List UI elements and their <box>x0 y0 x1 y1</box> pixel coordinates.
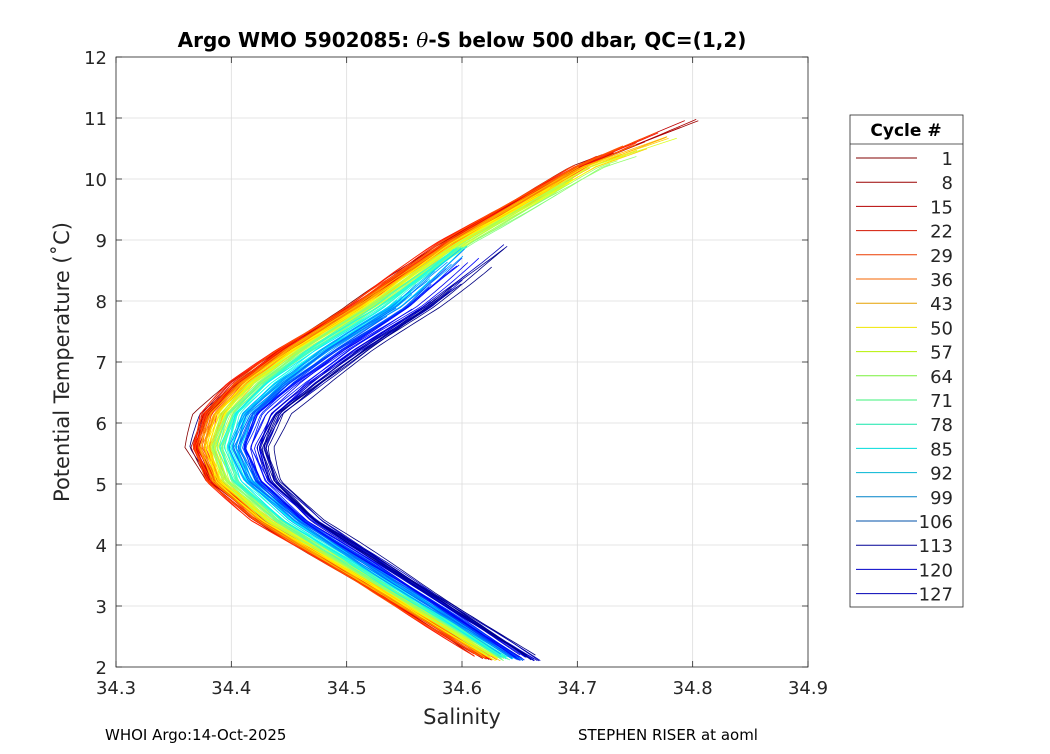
x-tick-label: 34.6 <box>442 678 482 699</box>
legend-label: 36 <box>930 270 953 291</box>
profile-line <box>267 248 528 656</box>
legend-label: 120 <box>919 560 953 581</box>
legend-label: 113 <box>919 536 953 557</box>
legend-label: 71 <box>930 391 953 412</box>
y-axis-ticks: 2 3 4 5 6 7 8 9 10 11 12 <box>84 48 808 679</box>
legend-label: 106 <box>919 512 953 533</box>
profile-line <box>245 320 520 658</box>
profile-line <box>193 191 530 657</box>
profile-line <box>216 247 501 659</box>
legend-label: 8 <box>942 173 953 194</box>
chart-title: Argo WMO 5902085: θ-S below 500 dbar, QC… <box>178 28 747 52</box>
profile-line <box>199 136 668 661</box>
y-tick-label: 12 <box>84 48 107 69</box>
profile-lines <box>184 119 699 662</box>
profile-line <box>263 272 528 658</box>
x-tick-label: 34.5 <box>327 678 367 699</box>
legend-label: 127 <box>919 585 953 606</box>
x-tick-label: 34.8 <box>673 678 713 699</box>
legend-label: 99 <box>930 488 953 509</box>
legend-label: 43 <box>930 294 953 315</box>
profile-line <box>204 138 669 655</box>
legend: Cycle # 18152229364350576471788592991061… <box>849 114 964 608</box>
profile-line <box>200 166 579 658</box>
legend-box <box>849 114 964 608</box>
legend-label: 1 <box>942 149 953 170</box>
y-tick-label: 5 <box>96 475 107 496</box>
profile-line <box>219 248 507 660</box>
profile-line <box>264 288 524 655</box>
y-tick-label: 9 <box>96 231 107 252</box>
profile-line <box>226 247 500 655</box>
y-axis-label: Potential Temperature (˚C) <box>50 222 74 502</box>
x-tick-label: 34.7 <box>557 678 597 699</box>
y-tick-label: 6 <box>96 414 107 435</box>
profile-line <box>243 257 517 658</box>
y-tick-label: 4 <box>96 536 107 557</box>
x-axis-ticks: 34.3 34.4 34.5 34.6 34.7 34.8 34.9 <box>96 57 828 699</box>
x-axis-label: Salinity <box>423 705 501 729</box>
y-tick-label: 3 <box>96 597 107 618</box>
profile-line <box>195 155 601 659</box>
profile-line <box>212 248 503 660</box>
profile-line <box>207 195 538 662</box>
legend-title: Cycle # <box>870 121 941 141</box>
legend-label: 78 <box>930 415 953 436</box>
profile-line <box>213 189 555 655</box>
legend-label: 85 <box>930 439 953 460</box>
profile-line <box>273 266 536 656</box>
legend-label: 92 <box>930 464 953 485</box>
profile-line <box>260 245 532 661</box>
y-tick-label: 7 <box>96 353 107 374</box>
profile-line <box>257 244 530 659</box>
profile-line <box>224 272 507 658</box>
y-tick-label: 11 <box>84 109 107 130</box>
y-tick-label: 2 <box>96 658 107 679</box>
legend-label: 22 <box>930 222 953 243</box>
title-theta: θ <box>416 28 428 52</box>
title-prefix: Argo WMO 5902085: <box>178 28 417 52</box>
profile-line <box>250 262 522 659</box>
profile-line <box>229 298 512 659</box>
legend-label: 57 <box>930 343 953 364</box>
profile-line <box>192 165 575 657</box>
legend-label: 15 <box>930 197 953 218</box>
x-tick-label: 34.9 <box>788 678 828 699</box>
x-tick-label: 34.3 <box>96 678 136 699</box>
footer-right: STEPHEN RISER at aoml <box>578 726 758 744</box>
profile-line <box>233 307 517 660</box>
legend-label: 29 <box>930 246 953 267</box>
profile-line <box>261 290 535 662</box>
footer-left: WHOI Argo:14-Oct-2025 <box>105 726 287 744</box>
profile-line <box>237 248 518 660</box>
profile-line <box>227 305 503 658</box>
y-tick-label: 8 <box>96 292 107 313</box>
legend-label: 50 <box>930 318 953 339</box>
legend-label: 64 <box>930 367 953 388</box>
title-suffix: -S below 500 dbar, QC=(1,2) <box>428 28 746 52</box>
y-tick-label: 10 <box>84 170 107 191</box>
x-tick-label: 34.4 <box>211 678 251 699</box>
legend-entries: 1 8 15 22 29 36 43 50 57 64 71 78 85 92 99 106 113 120 127 <box>856 149 953 606</box>
